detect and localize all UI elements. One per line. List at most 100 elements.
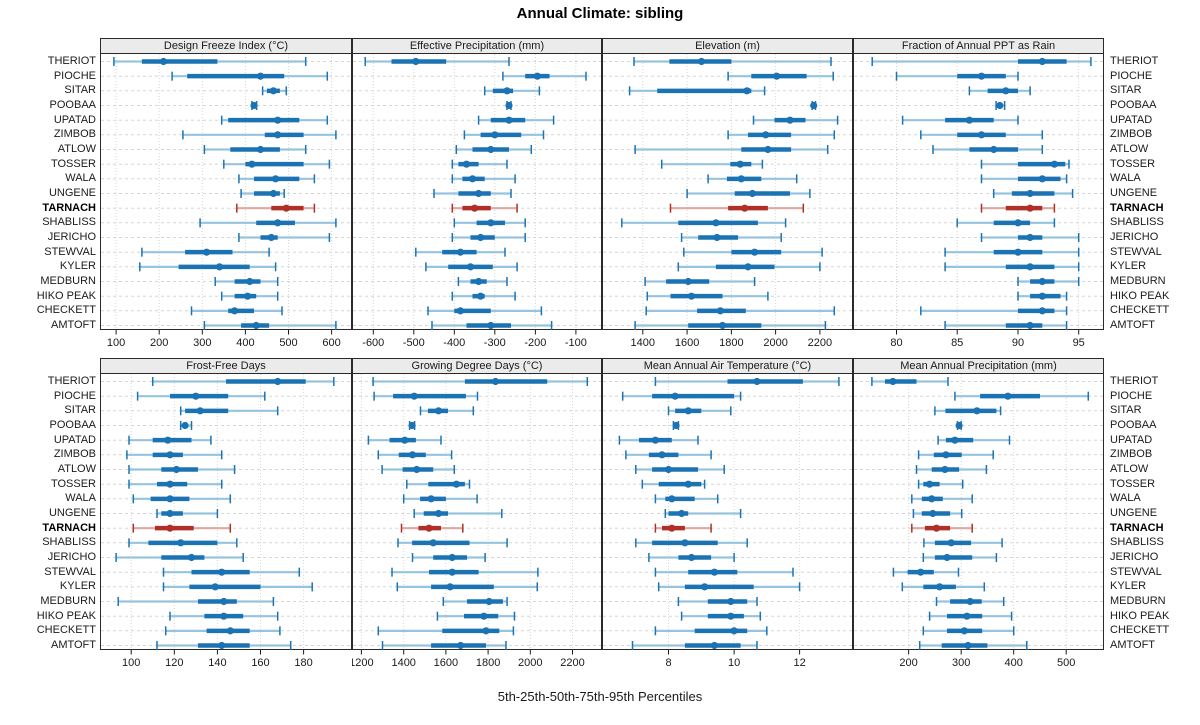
median-dot xyxy=(764,145,772,154)
median-dot xyxy=(753,377,761,386)
percentile-row-atlow xyxy=(455,145,533,155)
median-dot xyxy=(166,524,174,532)
median-dot xyxy=(456,248,464,256)
percentile-row-upatad xyxy=(220,115,329,125)
site-label-right: THERIOT xyxy=(1110,375,1159,387)
percentile-row-poobaa xyxy=(810,101,818,111)
median-dot xyxy=(274,116,282,124)
median-dot xyxy=(668,524,676,532)
percentile-row-medburn xyxy=(214,277,279,287)
percentile-row-theriot xyxy=(654,377,840,386)
median-dot xyxy=(926,480,934,488)
percentile-row-hiko-peak xyxy=(220,291,279,301)
median-dot xyxy=(1014,248,1022,256)
median-dot xyxy=(164,436,172,444)
site-label-left: ZIMBOB xyxy=(53,448,96,461)
percentile-row-pioche xyxy=(727,71,834,81)
panel-elevation-m: Elevation (m) 1400 1600 1800 2000 2200 xyxy=(602,38,853,350)
percentile-row-tarnach xyxy=(236,203,316,213)
site-label-left: SITAR xyxy=(64,84,96,97)
percentile-row-atlow xyxy=(381,465,456,475)
median-dot xyxy=(671,392,679,400)
panel-header: Elevation (m) xyxy=(602,38,853,54)
panel-effective-precipitation-mm: Effective Precipitation (mm) -600 -500 -400… xyxy=(352,38,602,350)
percentile-row-zimbob xyxy=(625,450,712,460)
site-label-right: STEWVAL xyxy=(1110,245,1162,258)
median-dot xyxy=(231,307,239,315)
median-dot xyxy=(960,627,968,635)
percentile-row-tosser xyxy=(451,159,508,169)
percentile-row-atlow xyxy=(915,465,988,475)
median-dot xyxy=(684,407,692,415)
median-dot xyxy=(743,87,751,95)
percentile-row-stewval xyxy=(415,247,506,257)
percentile-row-wala xyxy=(132,494,232,504)
percentile-row-tarnach xyxy=(400,523,464,533)
median-dot xyxy=(487,321,495,330)
percentile-row-poobaa xyxy=(995,101,1006,111)
median-dot xyxy=(929,509,937,518)
percentile-row-upatad xyxy=(128,435,212,445)
panel-plot: 100 200 300 400 500 600 xyxy=(100,53,352,349)
site-label-left: SHABLISS xyxy=(42,536,96,549)
percentile-row-ungene xyxy=(664,509,742,519)
median-dot xyxy=(401,436,409,444)
median-dot xyxy=(917,568,925,576)
percentile-row-kyler xyxy=(657,582,801,592)
site-label-left: STEWVAL xyxy=(44,245,96,258)
median-dot xyxy=(181,421,189,430)
median-dot xyxy=(951,436,959,444)
median-dot xyxy=(166,480,174,488)
site-label-right: AMTOFT xyxy=(1110,639,1156,651)
median-dot xyxy=(408,421,416,430)
percentile-row-tarnach xyxy=(451,203,518,213)
panel-plot: 100 120 140 160 180 xyxy=(100,373,352,669)
percentile-row-tosser xyxy=(660,159,764,169)
axis-tick-label: 200 xyxy=(150,337,168,349)
site-label-left: KYLER xyxy=(59,580,96,593)
axis-tick-label: 1400 xyxy=(631,337,655,349)
median-dot xyxy=(697,57,706,66)
median-dot xyxy=(1038,57,1046,66)
axis-tick-label: 200 xyxy=(899,657,917,669)
median-dot xyxy=(681,539,689,547)
median-dot xyxy=(274,131,282,139)
percentile-row-stewval xyxy=(654,567,794,577)
site-label-left: POOBAA xyxy=(49,99,96,111)
median-dot xyxy=(963,612,971,620)
median-dot xyxy=(736,160,744,168)
panel-mean-annual-air-temperature-c: Mean Annual Air Temperature (°C) 8 10 12 xyxy=(602,358,853,670)
median-dot xyxy=(220,597,228,606)
median-dot xyxy=(932,524,941,532)
panel-header: Growing Degree Days (°C) xyxy=(352,358,602,374)
site-label-left: JERICHO xyxy=(47,231,96,243)
median-dot xyxy=(412,57,420,66)
percentile-row-wala xyxy=(707,174,798,184)
site-label-left: KYLER xyxy=(59,260,96,273)
median-dot xyxy=(1026,233,1034,242)
percentile-row-wala xyxy=(980,174,1068,184)
panel-frost-free-days: Frost-Free Days 100 120 140 160 180 xyxy=(100,358,352,670)
site-label-right: UPATAD xyxy=(1110,113,1153,126)
axis-tick-label: 500 xyxy=(279,337,297,349)
median-dot xyxy=(1014,219,1022,227)
percentile-row-poobaa xyxy=(955,421,963,431)
median-dot xyxy=(282,204,290,212)
site-label-left: CHECKETT xyxy=(36,304,96,317)
site-label-right: SHABLISS xyxy=(1110,216,1164,229)
percentile-row-hiko-peak xyxy=(1017,291,1068,301)
median-dot xyxy=(410,392,418,400)
median-dot xyxy=(475,277,483,286)
median-dot xyxy=(491,131,499,139)
median-dot xyxy=(429,539,437,547)
median-dot xyxy=(977,131,986,139)
site-label-left: TARNACH xyxy=(42,521,96,534)
median-dot xyxy=(413,465,421,474)
percentile-row-atlow xyxy=(932,145,1044,155)
site-label-right: PIOCHE xyxy=(1110,389,1153,402)
median-dot xyxy=(712,219,720,227)
median-dot xyxy=(166,495,174,503)
axis-tick-label: 180 xyxy=(294,657,312,669)
median-dot xyxy=(713,233,721,242)
axis-tick-label: -300 xyxy=(484,337,506,349)
